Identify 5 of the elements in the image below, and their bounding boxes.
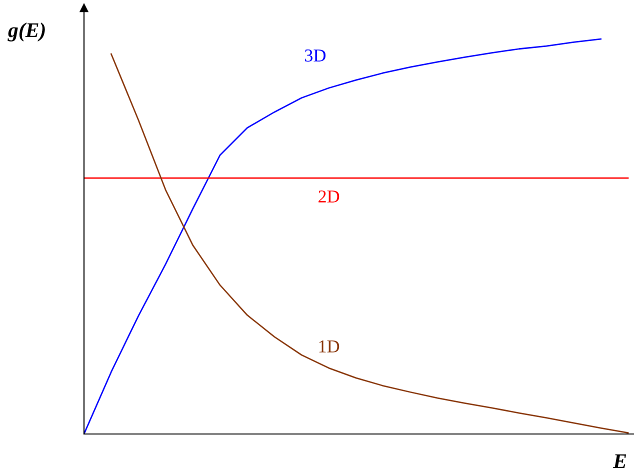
series-label: 2D — [318, 190, 340, 202]
series-label: 3D — [305, 49, 326, 62]
series-label: 1D — [319, 340, 340, 352]
y-axis-title: g(E) — [8, 22, 45, 42]
x-axis-title: E — [612, 454, 626, 468]
